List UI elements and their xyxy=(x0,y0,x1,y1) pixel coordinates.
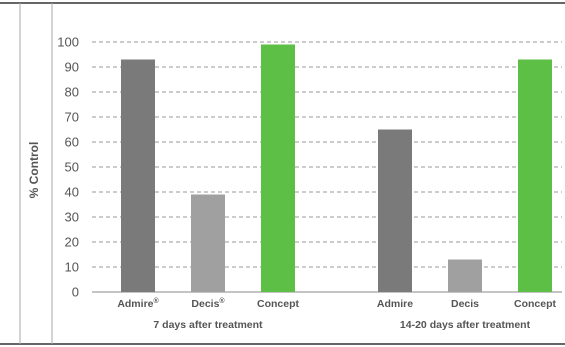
y-tick-label-0: 0 xyxy=(72,285,79,300)
bar-admire-group2 xyxy=(378,129,412,292)
category-label-concept-group2: Concept xyxy=(514,298,557,310)
y-tick-label-70: 70 xyxy=(65,110,79,125)
bar-concept-group2 xyxy=(518,59,552,292)
registered-mark: ® xyxy=(219,297,225,305)
bar-admire-group1 xyxy=(121,59,155,292)
y-tick-label-90: 90 xyxy=(65,60,79,75)
group-labels: 7 days after treatment 14-20 days after t… xyxy=(153,319,530,331)
y-tick-label-10: 10 xyxy=(65,260,79,275)
y-tick-label-100: 100 xyxy=(57,35,79,50)
category-label-concept-group1: Concept xyxy=(257,298,300,310)
y-tick-label-80: 80 xyxy=(65,85,79,100)
y-tick-label-40: 40 xyxy=(65,185,79,200)
category-label-admire-group2: Admire xyxy=(377,298,413,310)
y-axis-title: % Control xyxy=(27,142,41,199)
group-label-1: 7 days after treatment xyxy=(153,319,263,331)
y-tick-label-20: 20 xyxy=(65,235,79,250)
category-label-decis-group1: Decis® xyxy=(191,297,225,310)
gridlines xyxy=(92,41,562,293)
category-labels: Admire® Decis® Concept Admire Decis Concept xyxy=(117,297,556,310)
registered-mark: ® xyxy=(154,297,160,305)
bar-decis-group1 xyxy=(191,194,225,292)
y-tick-label-30: 30 xyxy=(65,210,79,225)
y-tick-labels: 0 10 20 30 40 50 60 70 80 90 100 xyxy=(57,35,79,300)
group-label-2: 14-20 days after treatment xyxy=(400,319,531,331)
y-tick-label-60: 60 xyxy=(65,135,79,150)
category-label-admire-group1: Admire® xyxy=(117,297,159,310)
category-label-decis-group2: Decis xyxy=(451,298,479,310)
y-tick-label-50: 50 xyxy=(65,160,79,175)
bar-decis-group2 xyxy=(448,259,482,292)
bars xyxy=(121,44,552,292)
bar-concept-group1 xyxy=(261,44,295,292)
